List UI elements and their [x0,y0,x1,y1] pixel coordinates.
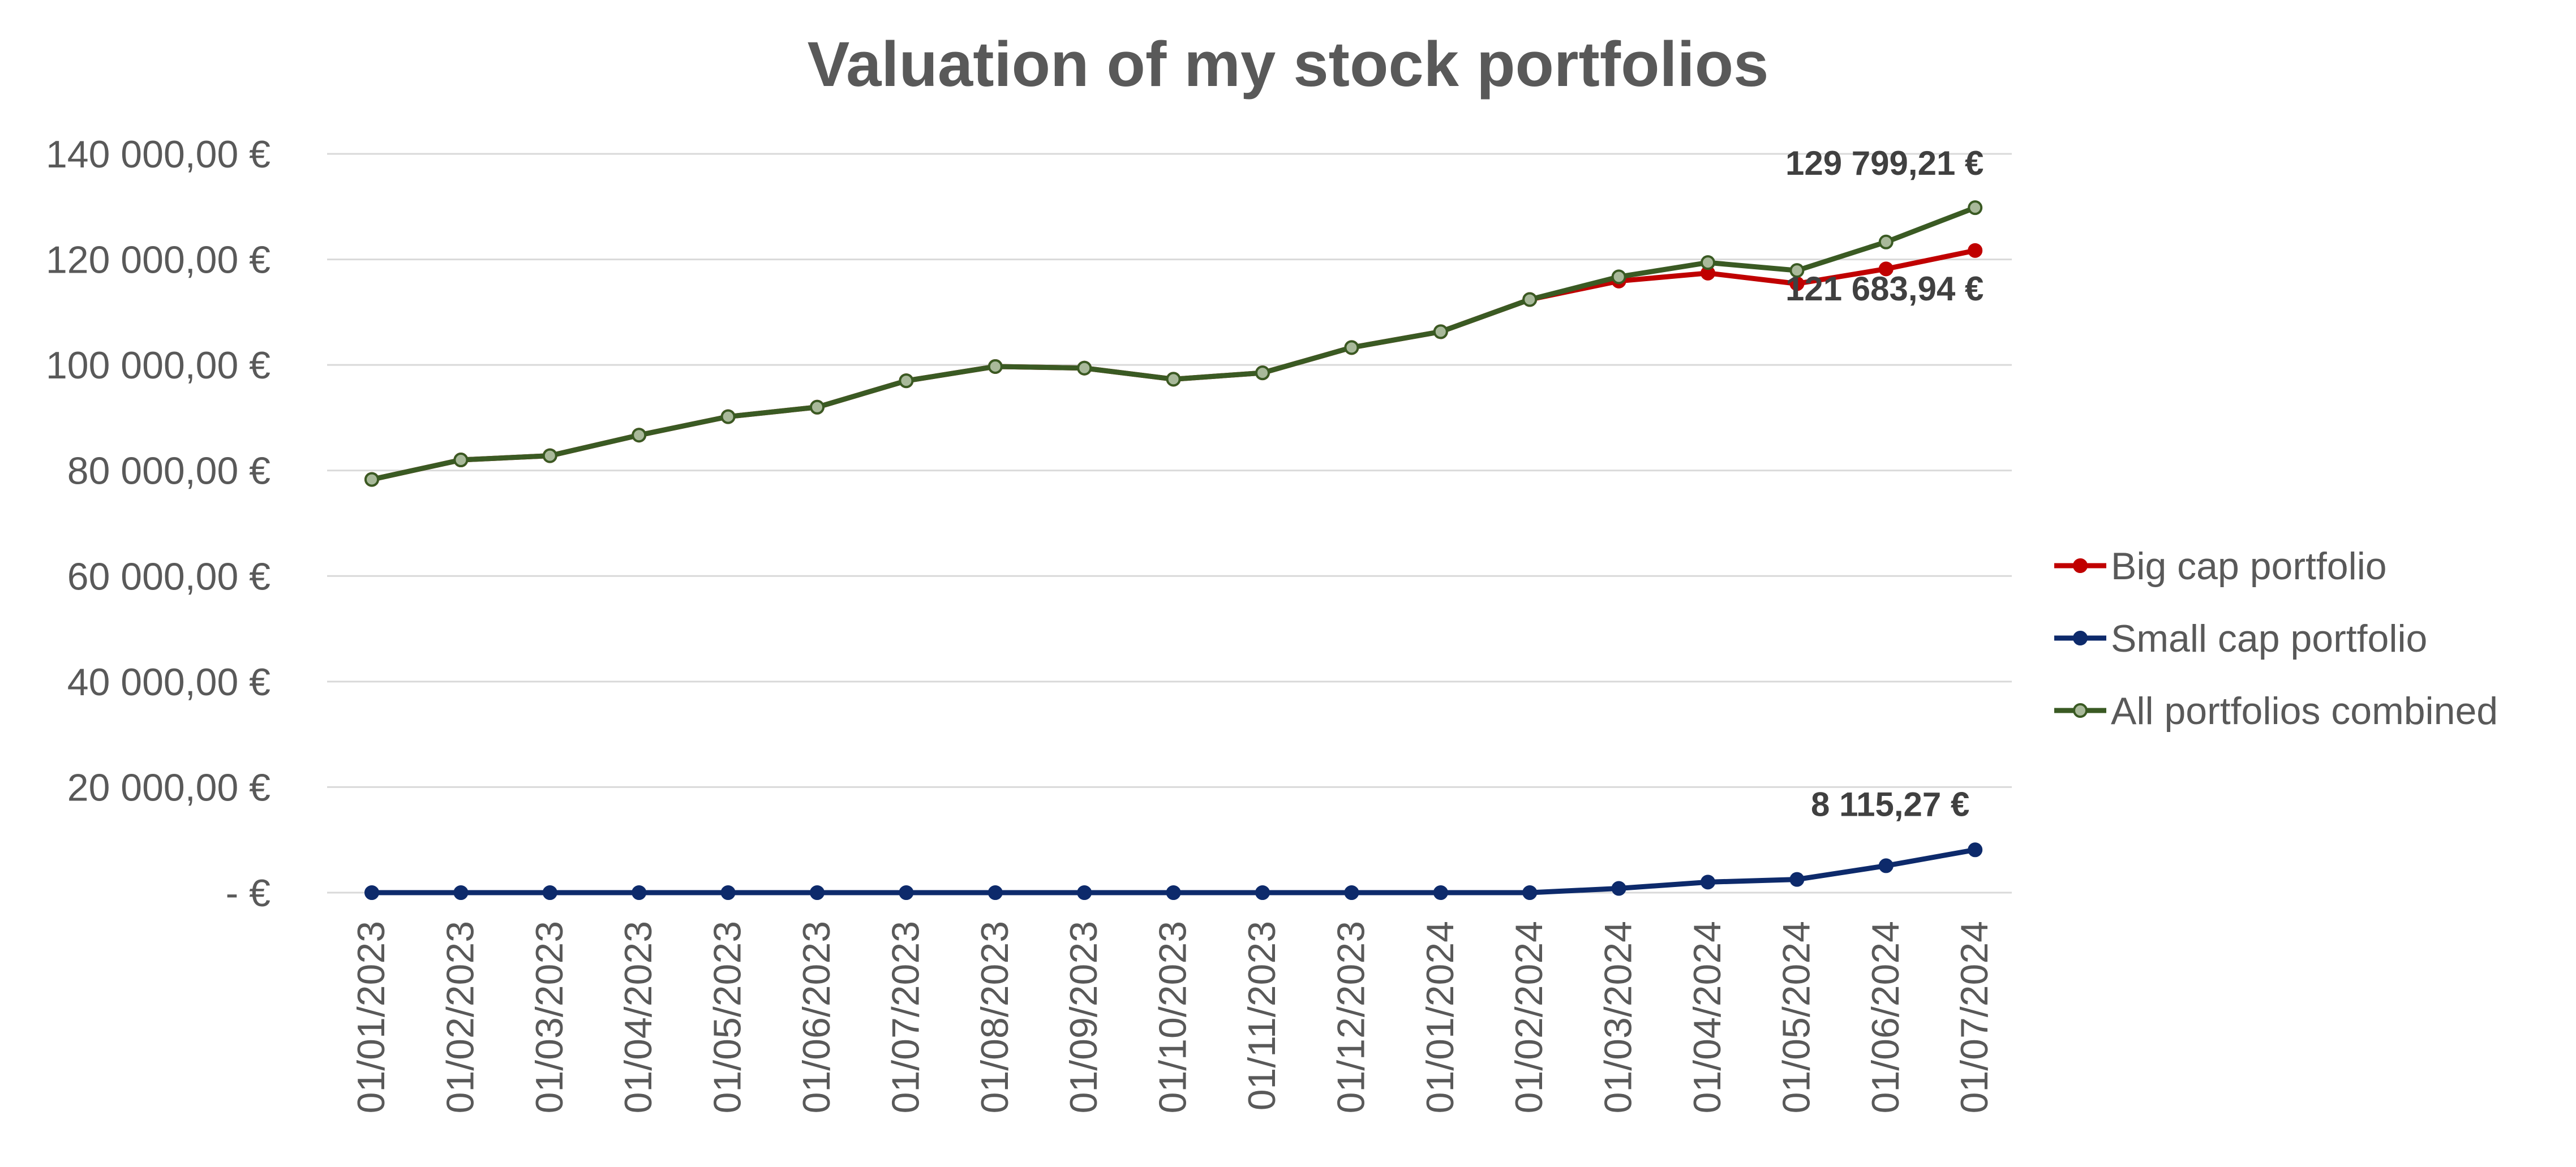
data-point [988,885,1003,900]
legend-marker [2073,703,2088,718]
x-tick-label: 01/05/2024 [1775,921,1818,1113]
data-point [1344,340,1359,355]
data-labels: 121 683,94 € 8 115,27 € 129 799,21 € [1785,144,1983,823]
data-point [988,359,1003,374]
x-tick-label: 01/01/2024 [1419,921,1462,1113]
legend: Big cap portfolio Small cap portfolio All … [2054,545,2498,733]
data-point [632,885,647,900]
data-point [1433,885,1448,900]
data-point [1166,885,1181,900]
data-point [1968,243,1983,258]
y-tick-label: 60 000,00 € [67,555,271,598]
x-tick-label: 01/04/2023 [617,921,660,1113]
x-tick-label: 01/02/2023 [439,921,482,1113]
x-tick-label: 01/09/2023 [1062,921,1105,1113]
chart-title: Valuation of my stock portfolios [808,29,1769,100]
x-tick-label: 01/12/2023 [1329,921,1372,1113]
series-line [369,205,1978,483]
data-point [542,885,557,900]
data-point [720,885,736,900]
legend-label: All portfolios combined [2111,690,2498,733]
data-point [1968,842,1983,858]
legend-marker [2073,631,2088,645]
data-point [720,409,736,424]
data-point [899,373,914,389]
data-point [1255,365,1270,381]
data-label: 8 115,27 € [1811,785,1969,823]
x-tick-label: 01/02/2024 [1508,921,1551,1113]
data-point [364,885,379,900]
legend-item: Big cap portfolio [2054,545,2387,588]
data-point [1522,292,1538,307]
series-lines [364,200,1983,900]
series-1 [364,842,1983,900]
data-point [1878,234,1894,249]
data-point [632,428,647,443]
data-point [1344,885,1359,900]
x-tick-label: 01/01/2023 [350,921,393,1113]
data-point [1789,872,1805,887]
data-point [1077,360,1092,376]
x-tick-label: 01/07/2024 [1953,921,1996,1113]
y-tick-label: 140 000,00 € [46,133,271,176]
y-tick-label: 40 000,00 € [67,661,271,704]
data-label: 121 683,94 € [1785,270,1983,308]
data-label: 129 799,21 € [1785,144,1983,182]
data-point [1077,885,1092,900]
data-point [1255,885,1270,900]
legend-item: Small cap portfolio [2054,617,2427,660]
data-point [1701,255,1715,270]
y-tick-label: 100 000,00 € [46,344,271,387]
y-tick-label: - € [226,872,271,915]
y-tick-label: 120 000,00 € [46,239,271,282]
x-tick-label: 01/03/2023 [528,921,571,1113]
data-point [1701,875,1715,890]
data-point [542,448,557,463]
data-point [1878,261,1894,277]
series-2 [364,200,1983,487]
data-point [1611,881,1626,896]
x-tick-label: 01/03/2024 [1597,921,1640,1113]
data-point [1611,269,1626,285]
y-tick-label: 20 000,00 € [67,766,271,809]
x-tick-label: 01/04/2024 [1686,921,1729,1113]
legend-marker [2073,558,2088,573]
data-point [453,453,469,468]
data-point [364,472,379,487]
x-tick-label: 01/10/2023 [1152,921,1195,1113]
x-tick-label: 01/05/2023 [706,921,749,1113]
data-point [1522,885,1538,900]
data-point [1878,858,1894,873]
y-axis-ticks: - € 20 000,00 € 40 000,00 € 60 000,00 € 80 0… [46,133,271,915]
x-tick-label: 01/08/2023 [973,921,1016,1113]
data-point [1789,263,1805,278]
data-point [810,885,825,900]
gridlines [327,153,2012,894]
data-point [1968,200,1983,216]
x-axis-ticks: 01/01/2023 01/02/2023 01/03/2023 01/04/2023… [350,921,1996,1113]
data-point [1166,372,1181,387]
x-tick-label: 01/06/2024 [1864,921,1907,1113]
x-tick-label: 01/07/2023 [884,921,927,1113]
x-tick-label: 01/11/2023 [1240,921,1283,1110]
data-point [453,885,469,900]
data-point [899,885,914,900]
y-tick-label: 80 000,00 € [67,450,271,493]
data-point [1433,324,1448,339]
x-tick-label: 01/06/2023 [795,921,838,1113]
legend-label: Big cap portfolio [2111,545,2387,588]
data-point [810,399,825,415]
legend-label: Small cap portfolio [2111,617,2427,660]
legend-item: All portfolios combined [2054,690,2498,733]
